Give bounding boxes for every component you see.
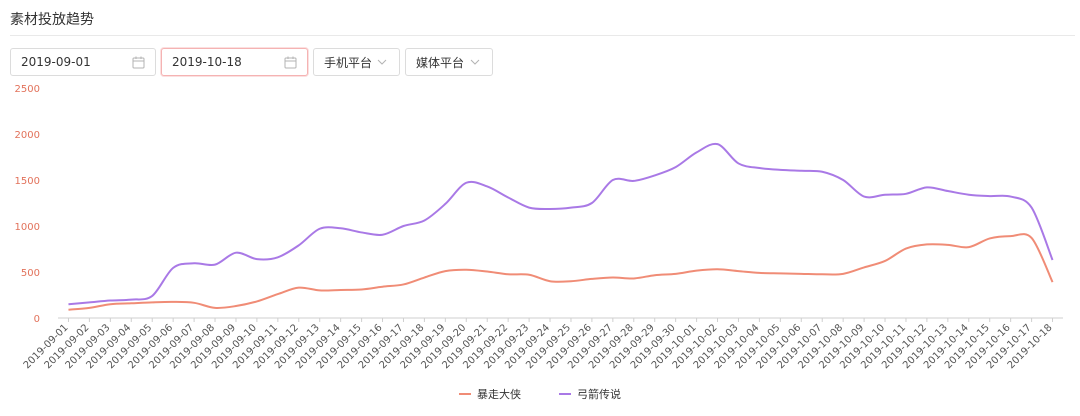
platform-select[interactable]: 手机平台 (313, 48, 400, 76)
calendar-icon (129, 53, 147, 71)
y-tick-label: 2000 (15, 130, 40, 141)
chevron-down-icon (373, 53, 391, 71)
platform-select-value: 手机平台 (324, 55, 373, 70)
legend-label-series-1: 暴走大侠 (477, 388, 521, 401)
legend-item-series-1[interactable]: 暴走大侠 (459, 386, 521, 402)
start-date-value: 2019-09-01 (21, 55, 91, 69)
legend-swatch-series-1 (459, 393, 471, 395)
legend-item-series-2[interactable]: 弓箭传说 (559, 386, 621, 402)
title-divider (10, 35, 1075, 36)
calendar-icon (281, 53, 299, 71)
y-tick-label: 2500 (15, 84, 40, 95)
y-tick-label: 500 (21, 268, 40, 279)
end-date-picker[interactable]: 2019-10-18 (161, 48, 308, 76)
chevron-down-icon (466, 53, 484, 71)
y-tick-label: 1500 (15, 176, 40, 187)
page-title: 素材投放趋势 (10, 12, 94, 28)
trend-line-chart: 050010001500200025002019-09-012019-09-02… (15, 84, 1063, 371)
legend-swatch-series-2 (559, 393, 571, 395)
series-line-2 (68, 142, 1054, 306)
y-tick-label: 1000 (15, 222, 40, 233)
legend-label-series-2: 弓箭传说 (577, 388, 621, 401)
media-select-value: 媒体平台 (416, 55, 465, 70)
media-select[interactable]: 媒体平台 (405, 48, 493, 76)
chart-legend: 暴走大侠 弓箭传说 (0, 386, 1080, 402)
series-line-1 (68, 233, 1054, 311)
start-date-picker[interactable]: 2019-09-01 (10, 48, 156, 76)
end-date-value: 2019-10-18 (172, 55, 242, 69)
y-tick-label: 0 (34, 314, 40, 325)
